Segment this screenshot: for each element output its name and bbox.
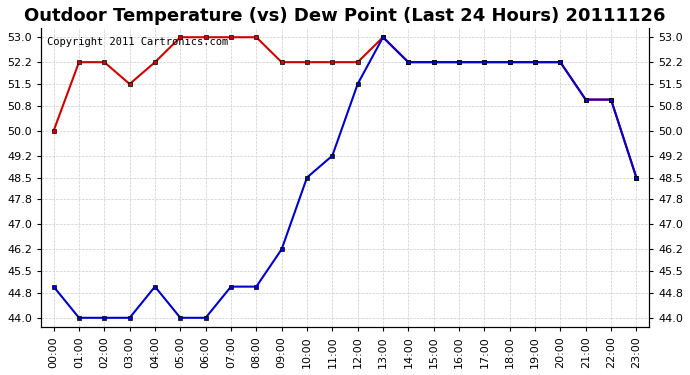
- Text: Copyright 2011 Cartronics.com: Copyright 2011 Cartronics.com: [47, 37, 228, 47]
- Title: Outdoor Temperature (vs) Dew Point (Last 24 Hours) 20111126: Outdoor Temperature (vs) Dew Point (Last…: [24, 7, 666, 25]
